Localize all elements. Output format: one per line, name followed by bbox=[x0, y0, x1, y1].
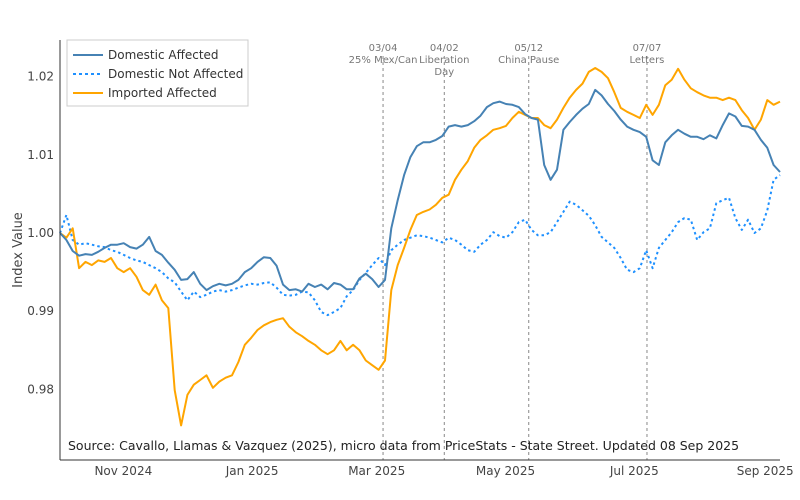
annotation-label: 05/12 bbox=[514, 43, 543, 54]
annotation-label: 04/02 bbox=[430, 43, 459, 54]
y-tick-label: 0.99 bbox=[27, 304, 54, 318]
legend: Domestic Affected Domestic Not Affected … bbox=[66, 39, 249, 107]
legend-label-domestic-affected: Domestic Affected bbox=[108, 48, 219, 62]
x-tick-label: Nov 2024 bbox=[94, 464, 152, 478]
annotation-label: China Pause bbox=[498, 55, 559, 66]
y-axis-ticks: 0.98 0.99 1.00 1.01 1.02 bbox=[27, 70, 54, 397]
y-axis-label: Index Value bbox=[11, 212, 26, 288]
x-tick-label: Sep 2025 bbox=[737, 464, 794, 478]
annotation-label: Letters bbox=[630, 55, 665, 66]
y-tick-label: 1.02 bbox=[27, 70, 54, 84]
x-axis-ticks: Nov 2024 Jan 2025 Mar 2025 May 2025 Jul 2025… bbox=[94, 464, 793, 478]
x-tick-label: Jan 2025 bbox=[225, 464, 279, 478]
legend-item-domestic-affected[interactable]: Domestic Affected bbox=[73, 48, 219, 62]
annotation-label: 03/04 bbox=[369, 43, 398, 54]
source-note: Source: Cavallo, Llamas & Vazquez (2025)… bbox=[68, 438, 739, 453]
series-line-imported-affected bbox=[59, 67, 781, 427]
annotation-label: Liberation bbox=[419, 55, 469, 66]
legend-label-imported-affected: Imported Affected bbox=[108, 86, 217, 100]
y-tick-label: 1.01 bbox=[27, 148, 54, 162]
x-tick-label: Jul 2025 bbox=[609, 464, 659, 478]
legend-box bbox=[66, 39, 249, 107]
legend-item-domestic-not-affected[interactable]: Domestic Not Affected bbox=[73, 67, 243, 81]
x-tick-label: Mar 2025 bbox=[348, 464, 405, 478]
series-line-domestic-affected bbox=[59, 88, 781, 293]
legend-item-imported-affected[interactable]: Imported Affected bbox=[73, 86, 217, 100]
series-line-domestic-not-affected bbox=[59, 174, 781, 317]
annotation-label: 25% Mex/Can bbox=[349, 55, 418, 66]
series-layer bbox=[59, 67, 781, 427]
annotation-label: Day bbox=[434, 67, 454, 78]
y-tick-label: 1.00 bbox=[27, 226, 54, 240]
annotation-label: 07/07 bbox=[633, 43, 662, 54]
x-tick-label: May 2025 bbox=[476, 464, 535, 478]
y-tick-label: 0.98 bbox=[27, 382, 54, 396]
legend-label-domestic-not-affected: Domestic Not Affected bbox=[108, 67, 243, 81]
